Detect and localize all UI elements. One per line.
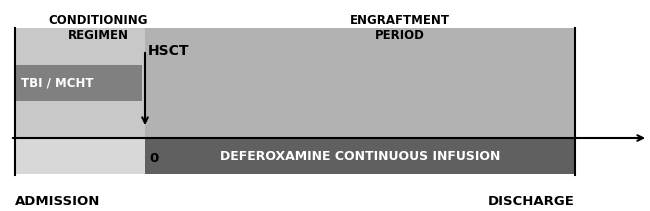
Bar [145, 28, 575, 138]
Text: DISCHARGE: DISCHARGE [488, 195, 575, 208]
Text: ADMISSION: ADMISSION [15, 195, 100, 208]
Text: ENGRAFTMENT
PERIOD: ENGRAFTMENT PERIOD [350, 14, 450, 42]
Text: 0: 0 [149, 152, 158, 165]
Bar [15, 65, 142, 101]
Bar [15, 28, 575, 138]
Text: CONDITIONING
REGIMEN: CONDITIONING REGIMEN [48, 14, 148, 42]
Bar [15, 139, 145, 174]
Bar [145, 139, 575, 174]
Text: DEFEROXAMINE CONTINUOUS INFUSION: DEFEROXAMINE CONTINUOUS INFUSION [220, 150, 500, 163]
Text: TBI / MCHT: TBI / MCHT [21, 77, 94, 89]
Text: HSCT: HSCT [148, 44, 190, 58]
